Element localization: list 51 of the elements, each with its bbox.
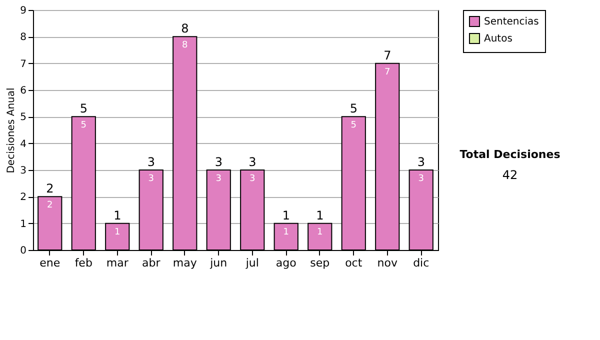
total-label: 5: [80, 102, 88, 116]
y-axis-title: Decisiones Anual: [6, 88, 18, 174]
total-label: 1: [316, 208, 324, 222]
data-label: 5: [80, 120, 86, 131]
text: 42: [502, 168, 518, 182]
x-tick-label: nov: [377, 256, 398, 270]
text: Total Decisiones: [460, 148, 561, 161]
total-label: 3: [417, 155, 425, 169]
data-label: 8: [182, 40, 188, 51]
x-tick-label: may: [172, 256, 198, 270]
legend-label: Sentencias: [484, 16, 539, 28]
y-tick-label: 6: [20, 86, 26, 96]
data-label: 1: [317, 227, 323, 238]
total-label: 2: [46, 182, 54, 196]
total-label: 1: [282, 208, 290, 222]
total-label: 8: [181, 22, 189, 36]
x-tick-label: oct: [345, 256, 363, 270]
total-label: 1: [114, 208, 122, 222]
data-label: 7: [384, 67, 390, 78]
x-tick-label: ene: [40, 256, 60, 270]
data-label: 3: [418, 174, 424, 184]
x-tick-label: sep: [310, 256, 330, 270]
total-label: 3: [147, 155, 155, 169]
data-label: 3: [216, 174, 222, 184]
y-tick-label: 7: [20, 58, 26, 70]
total-label: 5: [350, 102, 358, 116]
data-label: 5: [350, 120, 356, 131]
x-tick-label: ago: [276, 256, 297, 270]
legend-label: Autos: [484, 34, 512, 44]
y-tick-label: 1: [20, 218, 26, 230]
x-tick-label: dic: [413, 256, 430, 270]
data-label: 1: [283, 227, 289, 238]
data-label: 1: [114, 227, 120, 238]
y-tick-label: 5: [20, 112, 26, 124]
x-tick-label: jul: [244, 256, 259, 270]
total-label: 3: [248, 155, 256, 169]
x-tick-label: feb: [74, 256, 92, 270]
x-tick-label: jun: [209, 256, 228, 270]
y-tick-label: 2: [20, 192, 26, 204]
y-tick-label: 8: [20, 32, 26, 44]
total-label: 7: [384, 48, 392, 62]
y-tick-label: 4: [20, 138, 26, 150]
data-label: 3: [148, 174, 154, 184]
x-tick-label: mar: [106, 256, 129, 270]
total-label: 3: [214, 155, 222, 169]
data-label: 3: [250, 174, 256, 184]
y-tick-label: 3: [20, 166, 26, 176]
y-tick-label: 9: [20, 6, 26, 16]
data-label: 2: [47, 200, 53, 211]
x-tick-label: abr: [142, 256, 161, 270]
y-tick-label: 0: [20, 246, 26, 256]
